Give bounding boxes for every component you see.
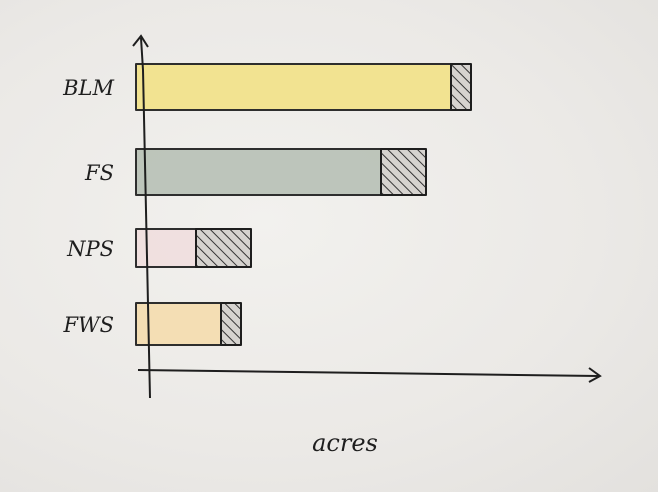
bar-segment-hatched-nps — [195, 228, 252, 268]
bar-segment-colored-blm — [135, 63, 452, 111]
bar-segment-hatched-blm — [450, 63, 472, 111]
bar-segment-hatched-fs — [380, 148, 427, 196]
bar-segment-colored-fws — [135, 302, 222, 346]
axes-layer — [132, 34, 602, 399]
y-axis-arrowhead — [132, 34, 149, 48]
bars-layer — [135, 63, 472, 346]
category-label-fws: FWS — [62, 313, 114, 337]
category-label-blm: BLM — [62, 76, 114, 100]
labels-layer: BLM FS NPS FWS — [62, 76, 114, 337]
x-axis-arrowhead — [588, 367, 602, 383]
bar-segment-colored-nps — [135, 228, 197, 268]
bar-segment-hatched-fws — [220, 302, 242, 346]
x-axis-title: acres — [312, 429, 378, 457]
x-axis-line — [137, 369, 599, 377]
category-label-fs: FS — [84, 161, 114, 185]
category-label-nps: NPS — [66, 237, 114, 261]
bar-segment-colored-fs — [135, 148, 382, 196]
y-axis-line — [140, 37, 151, 399]
